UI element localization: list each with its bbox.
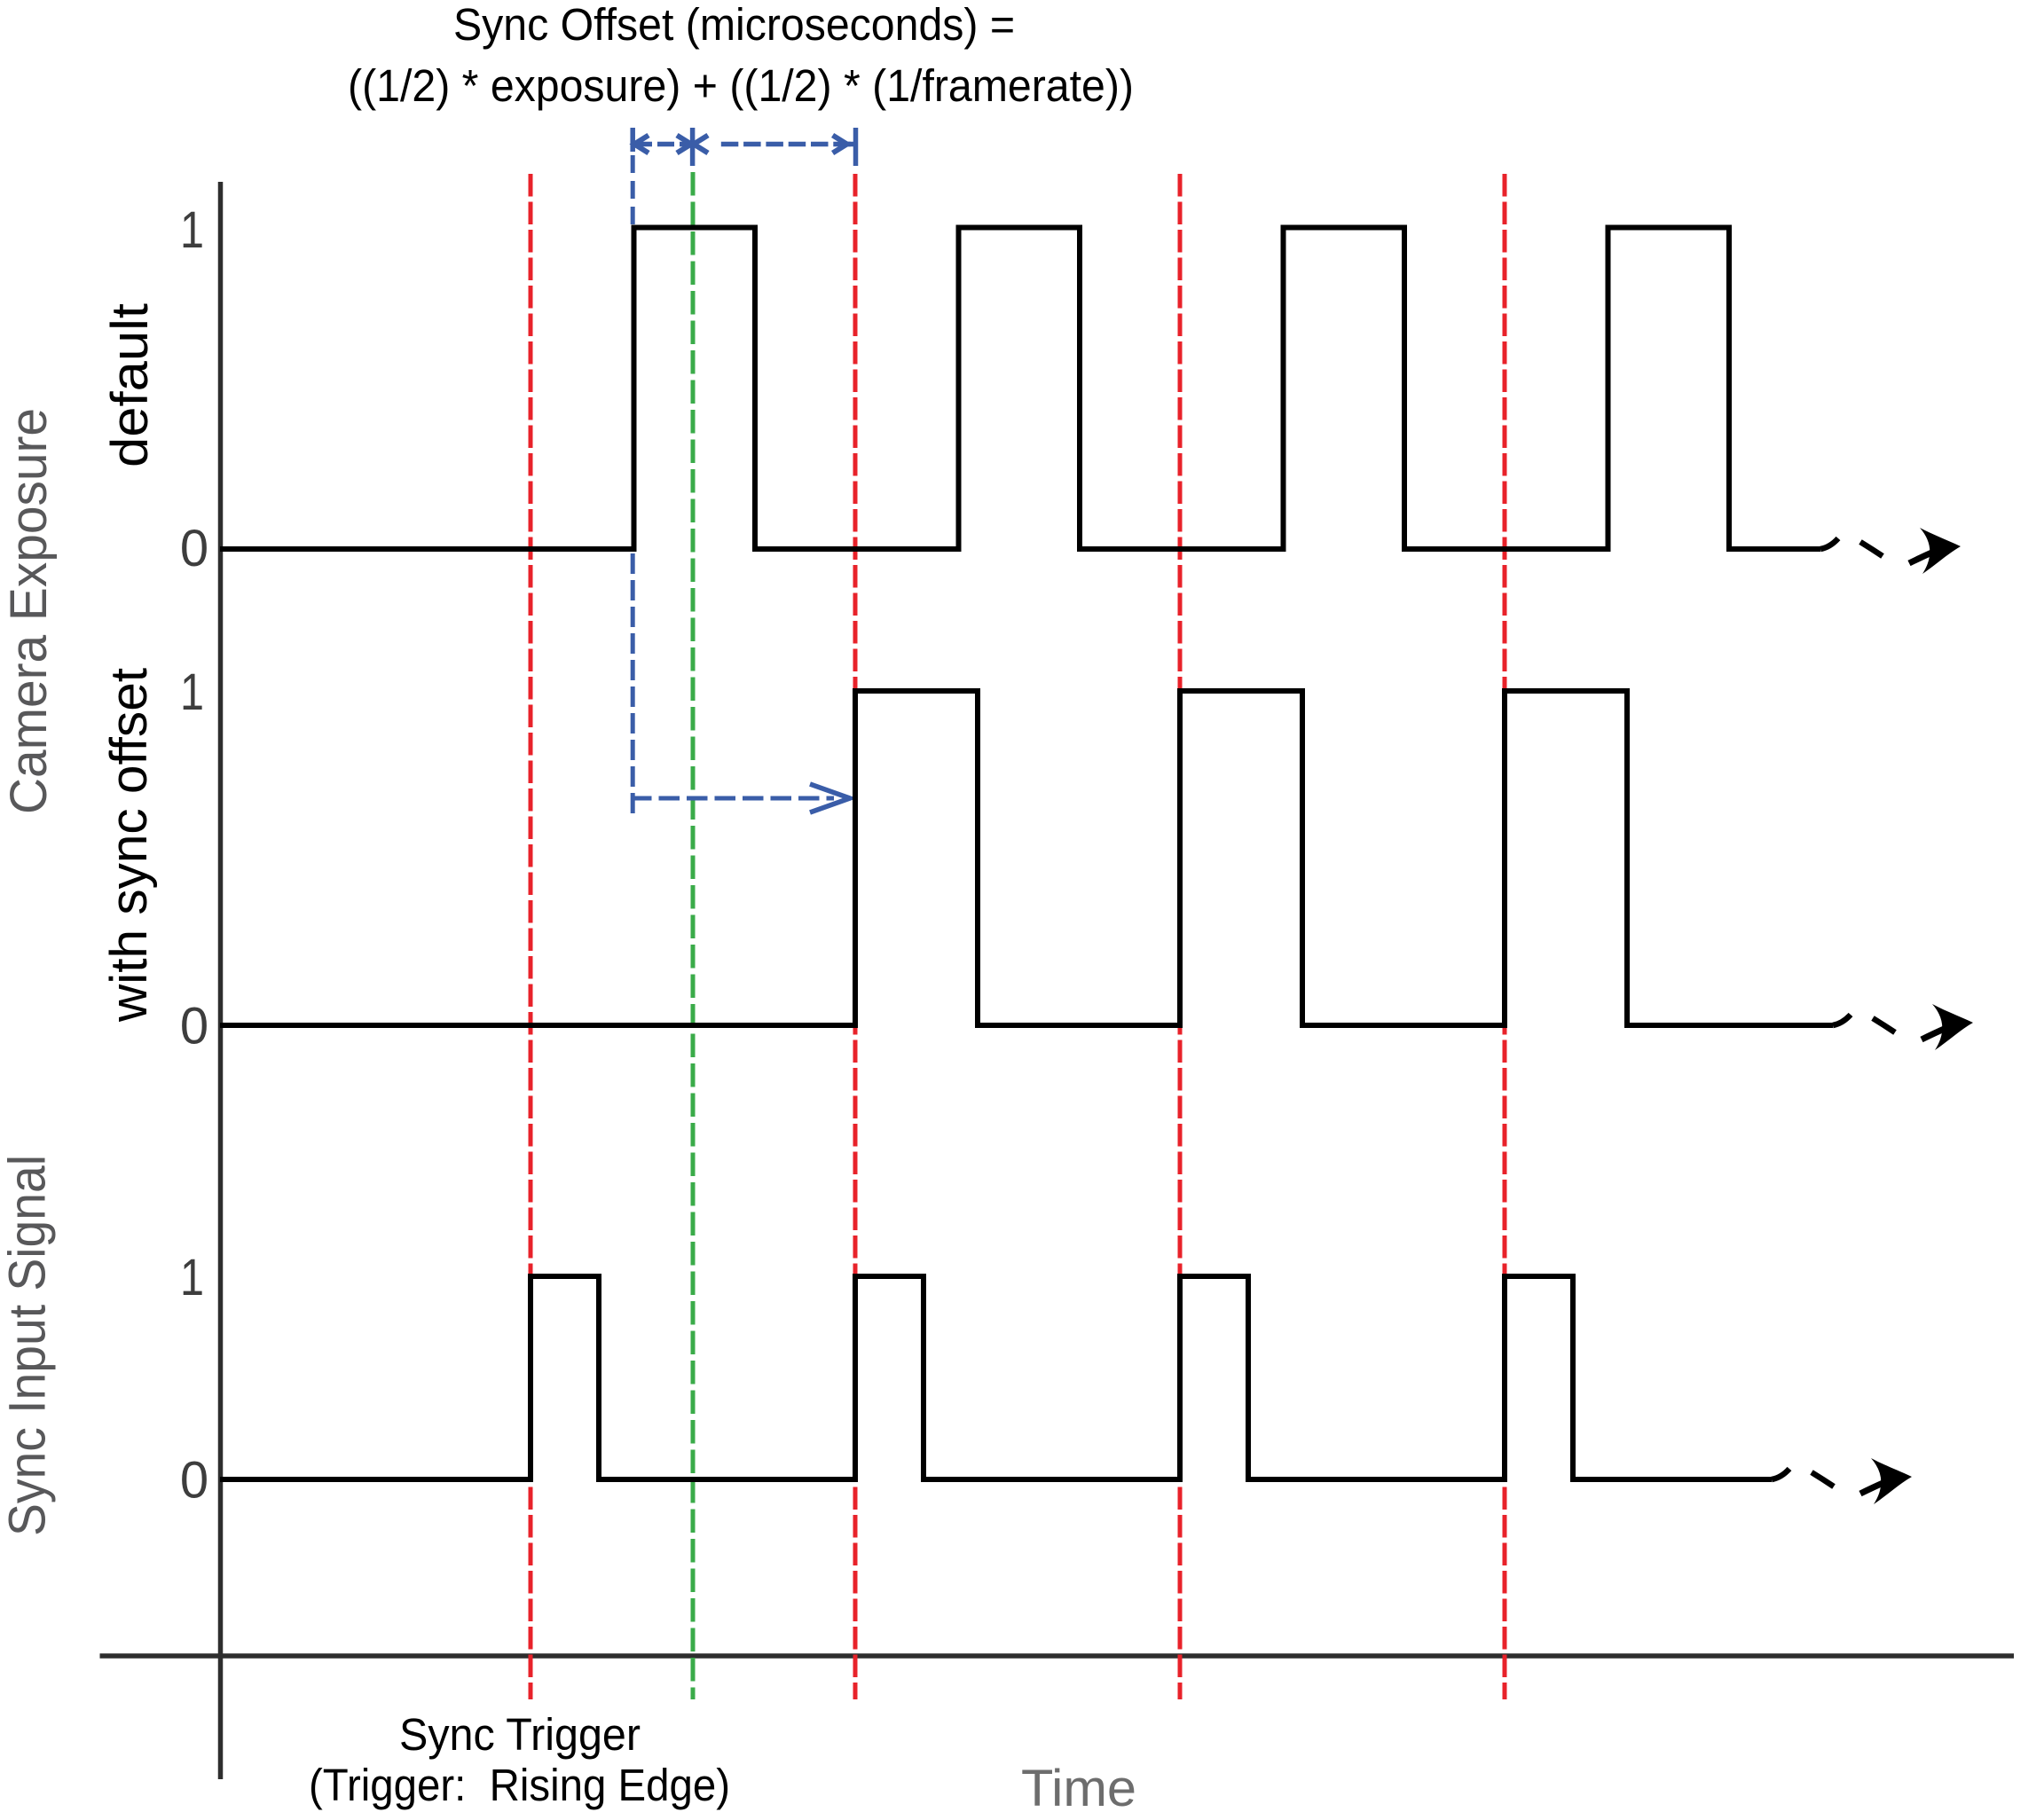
svg-text:1: 1 [180,1249,204,1306]
svg-text:(Trigger: Rising Edge): (Trigger: Rising Edge) [309,1760,730,1810]
svg-text:default: default [101,303,159,467]
svg-text:Time: Time [1021,1760,1136,1817]
svg-text:Sync Offset (microseconds) =: Sync Offset (microseconds) = [453,0,1015,50]
svg-text:1: 1 [180,663,204,721]
svg-text:Sync Input Signal: Sync Input Signal [0,1155,57,1536]
svg-text:Camera Exposure: Camera Exposure [0,408,58,814]
svg-text:0: 0 [180,520,208,577]
svg-text:1: 1 [180,201,204,259]
svg-text:with sync offset: with sync offset [100,668,158,1023]
svg-text:Sync Trigger: Sync Trigger [399,1709,641,1760]
svg-text:0: 0 [180,1452,208,1510]
svg-text:((1/2) * exposure) + ((1/2) *: ((1/2) * exposure) + ((1/2) * (1/framera… [348,60,1134,111]
svg-text:0: 0 [180,998,208,1055]
